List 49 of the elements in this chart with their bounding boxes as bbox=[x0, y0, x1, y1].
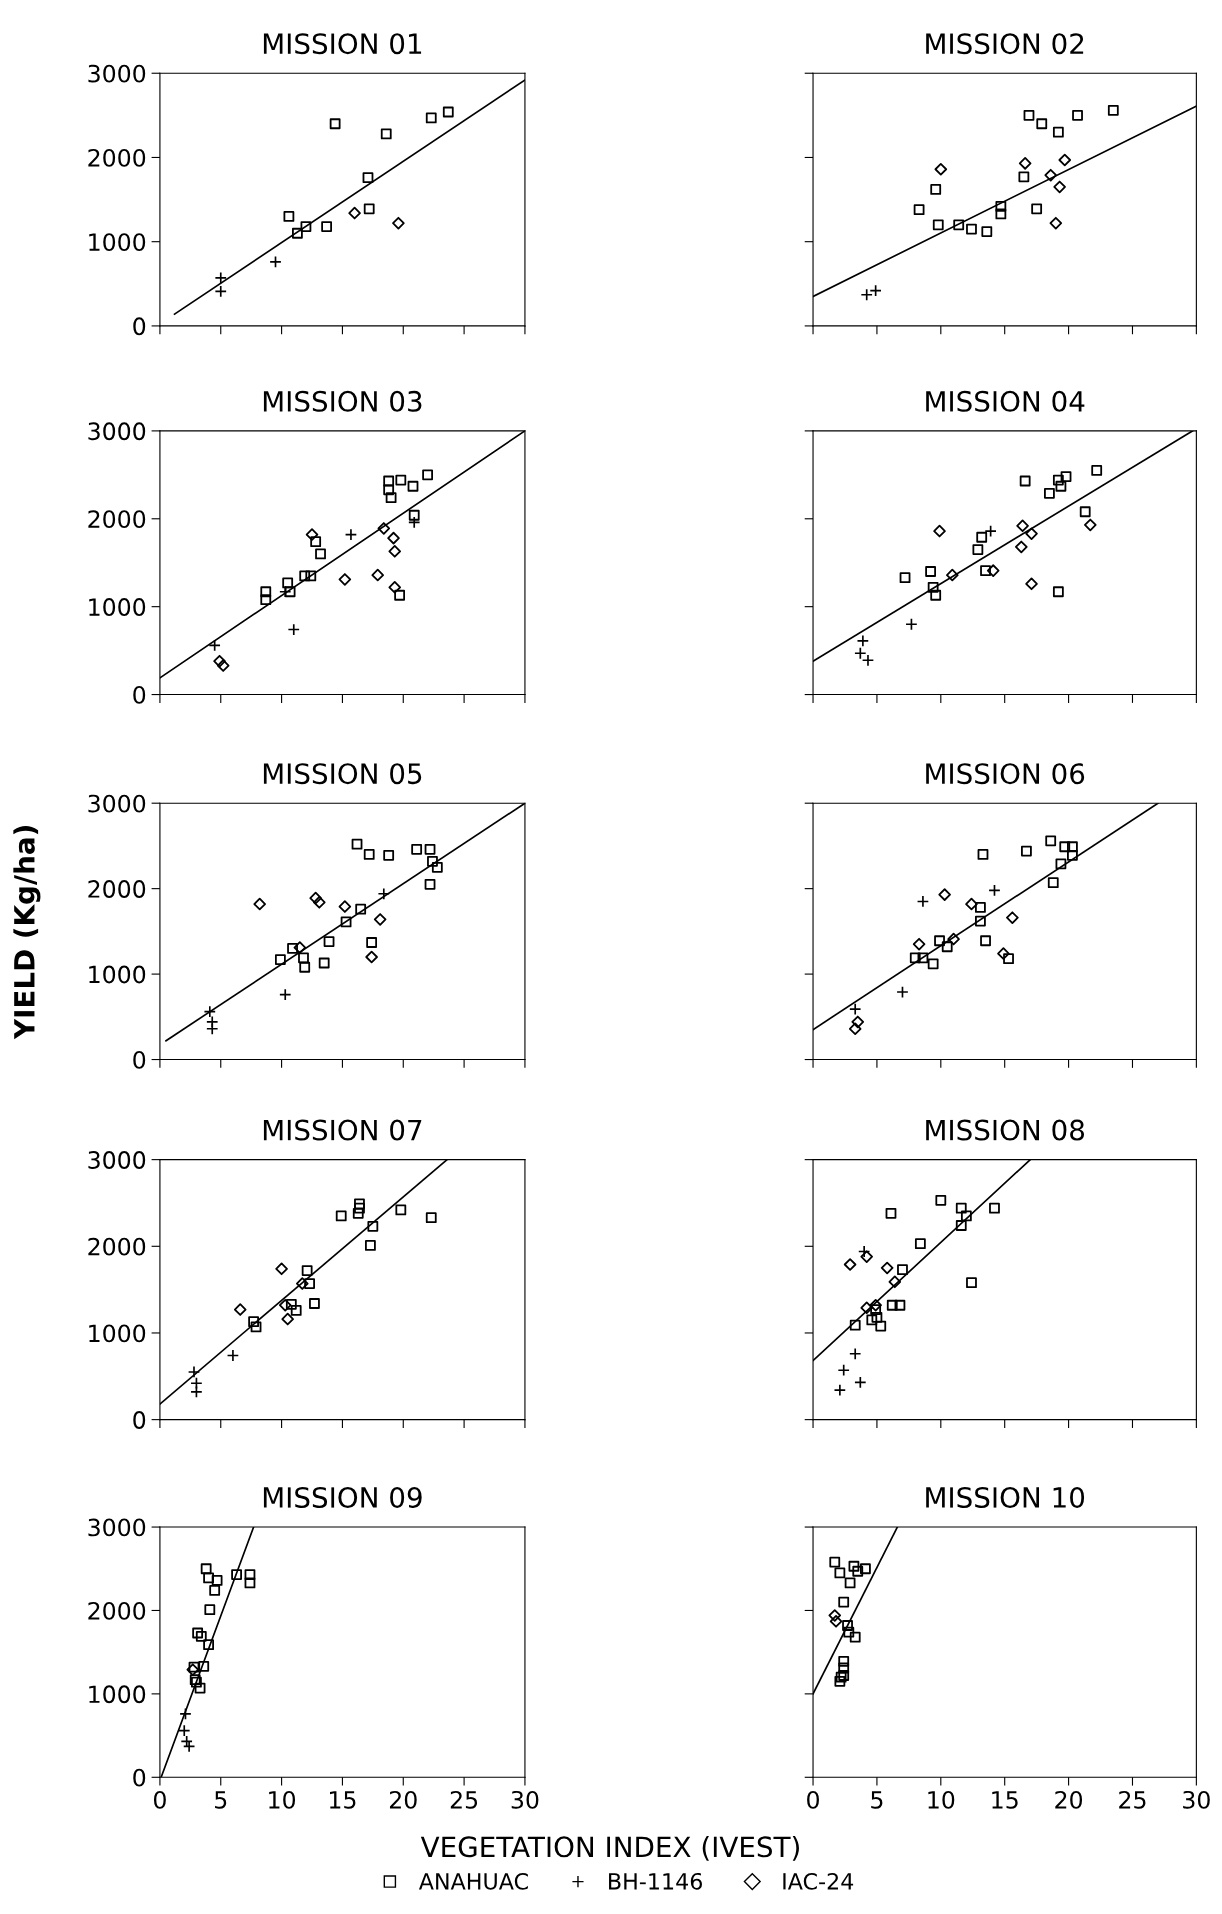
y-tick-label: 3000 bbox=[88, 422, 146, 441]
chart-title: MISSION 03 bbox=[263, 390, 422, 412]
x-tick-label: 30 bbox=[511, 1790, 539, 1809]
y-tick-label: 1000 bbox=[89, 1324, 146, 1343]
x-axis-title: VEGETATION INDEX (IVEST) bbox=[420, 1835, 799, 1861]
chart-title: MISSION 01 bbox=[263, 33, 422, 55]
y-tick-label: 1000 bbox=[89, 233, 146, 251]
chart-title: MISSION 05 bbox=[263, 763, 422, 785]
x-tick-label: 25 bbox=[450, 1790, 478, 1809]
x-tick-label: 15 bbox=[992, 1791, 1018, 1809]
y-tick-label: 0 bbox=[133, 317, 146, 336]
y-tick-label: 3000 bbox=[88, 1518, 146, 1537]
y-tick-label: 0 bbox=[133, 686, 146, 704]
legend-label: ANAHUAC bbox=[418, 1872, 528, 1890]
y-tick-label: 1000 bbox=[89, 965, 146, 984]
y-tick-label: 1000 bbox=[89, 598, 146, 616]
chart-title: MISSION 04 bbox=[926, 390, 1085, 412]
legend-label: BH-1146 bbox=[609, 1872, 702, 1890]
y-tick-label: 1000 bbox=[89, 1685, 146, 1704]
x-tick-label: 15 bbox=[330, 1791, 356, 1809]
chart-title: MISSION 07 bbox=[263, 1119, 422, 1141]
chart-title: MISSION 08 bbox=[926, 1119, 1085, 1141]
chart-title: MISSION 02 bbox=[926, 33, 1084, 55]
x-tick-label: 30 bbox=[1183, 1790, 1210, 1809]
x-tick-label: 10 bbox=[269, 1790, 296, 1809]
y-tick-label: 0 bbox=[133, 1768, 146, 1787]
y-tick-label: 3000 bbox=[88, 794, 146, 813]
x-tick-label: 20 bbox=[1055, 1790, 1083, 1809]
x-tick-label: 25 bbox=[1119, 1790, 1146, 1809]
x-tick-label: 0 bbox=[807, 1790, 819, 1809]
y-axis-title: YIELD (Kg/ha) bbox=[13, 826, 41, 1040]
y-tick-label: 2000 bbox=[88, 510, 146, 529]
y-tick-label: 2000 bbox=[88, 1601, 146, 1620]
x-tick-label: 10 bbox=[928, 1790, 955, 1809]
y-tick-label: 3000 bbox=[88, 1151, 146, 1169]
y-tick-label: 2000 bbox=[88, 880, 146, 898]
x-tick-label: 0 bbox=[153, 1790, 166, 1809]
y-tick-label: 0 bbox=[133, 1411, 146, 1429]
chart-title: MISSION 10 bbox=[926, 1486, 1085, 1508]
x-tick-label: 5 bbox=[215, 1791, 227, 1809]
y-tick-label: 2000 bbox=[88, 148, 146, 167]
x-tick-label: 20 bbox=[389, 1790, 417, 1809]
chart-title: MISSION 09 bbox=[263, 1486, 422, 1508]
legend-label: IAC-24 bbox=[783, 1872, 854, 1890]
y-tick-label: 3000 bbox=[88, 64, 146, 83]
y-tick-label: 2000 bbox=[88, 1237, 146, 1256]
chart-title: MISSION 06 bbox=[926, 763, 1085, 785]
y-tick-label: 0 bbox=[133, 1050, 146, 1069]
x-tick-label: 5 bbox=[871, 1791, 883, 1809]
